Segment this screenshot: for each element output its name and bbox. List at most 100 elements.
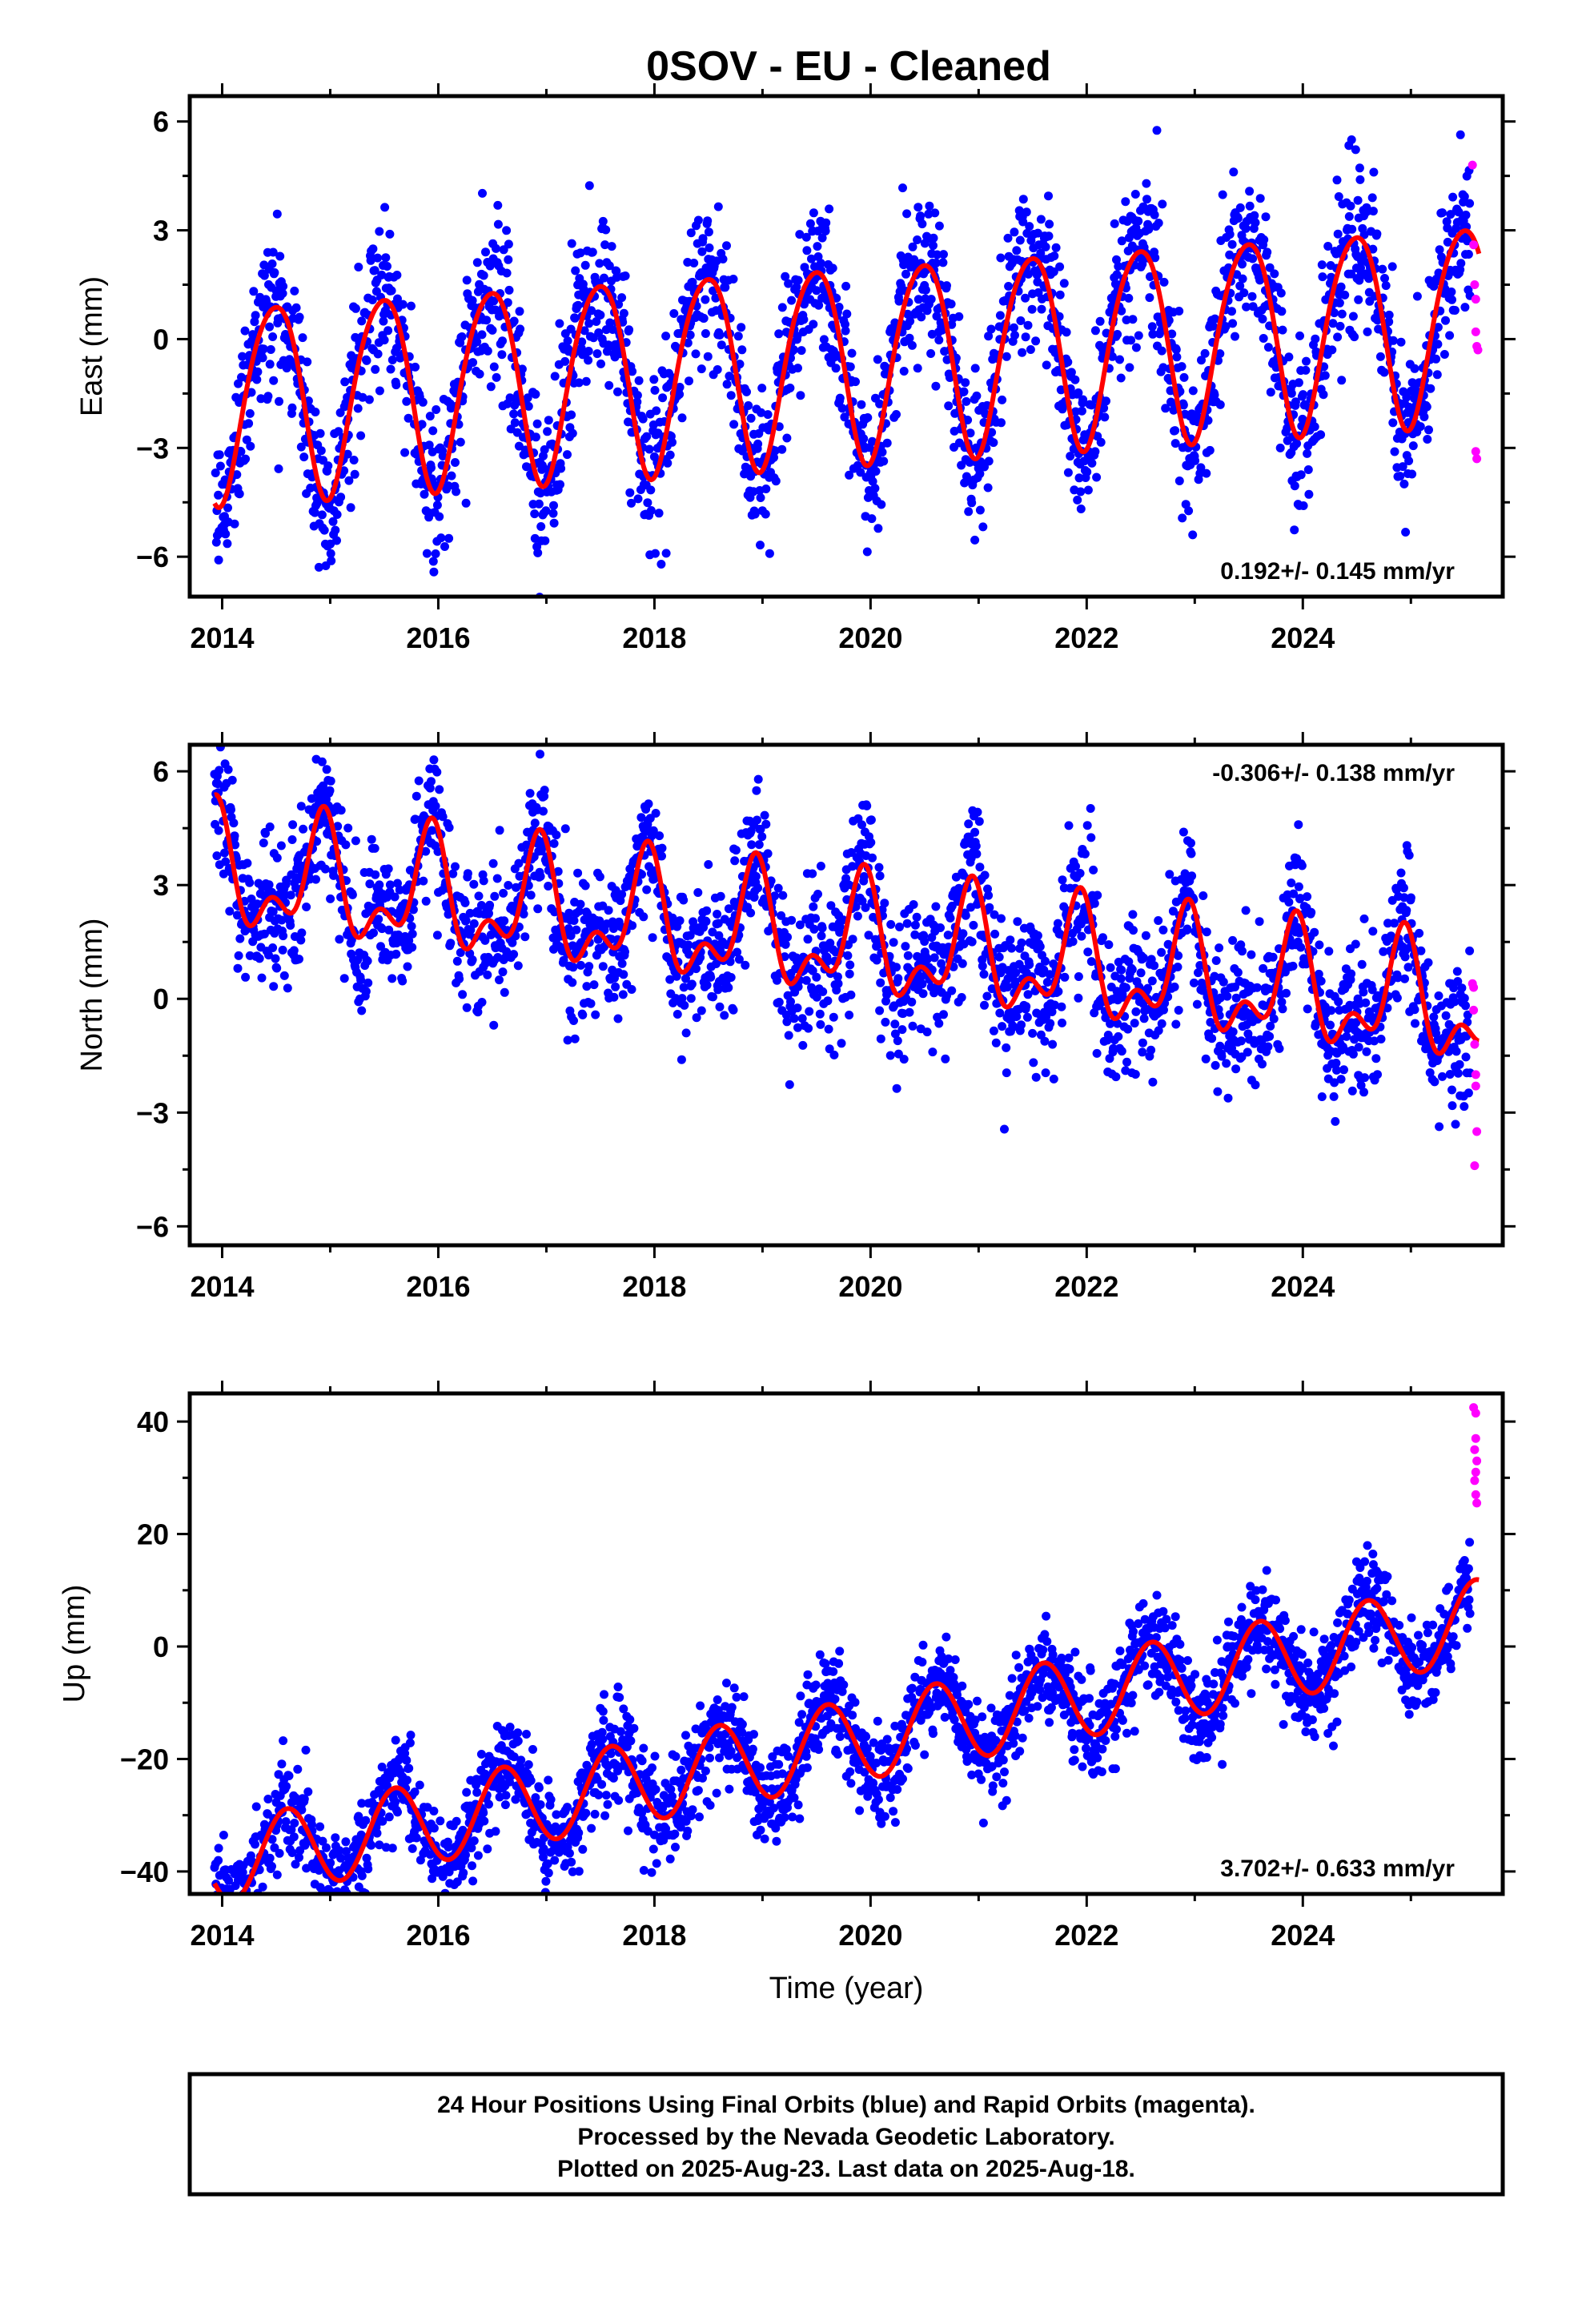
final-orbit-point [778,891,788,900]
final-orbit-point [530,818,540,828]
final-orbit-point [500,987,509,997]
final-orbit-point [483,970,492,979]
final-orbit-point [517,364,527,374]
final-orbit-point [458,990,468,999]
final-orbit-point [271,954,280,963]
final-orbit-point [361,987,371,996]
final-orbit-point [793,364,802,373]
final-orbit-point [627,498,636,508]
final-orbit-point [998,1022,1007,1031]
final-orbit-point [1381,281,1391,291]
final-orbit-point [985,903,994,912]
final-orbit-point [753,815,761,825]
final-orbit-point [646,506,656,515]
final-orbit-point [729,420,739,429]
final-orbit-point [757,384,767,393]
x-tick-label: 2014 [190,621,254,654]
final-orbit-point [812,992,821,1002]
final-orbit-point [672,971,681,981]
final-orbit-point [1400,952,1410,962]
final-orbit-point [1215,400,1225,409]
final-orbit-point [1124,293,1134,303]
final-orbit-point [1112,270,1122,279]
final-orbit-point [913,203,923,212]
final-orbit-point [1231,993,1241,1003]
final-orbit-point [1261,212,1271,222]
final-orbit-point [932,312,942,321]
final-orbit-point [555,319,564,328]
final-orbit-point [1332,1065,1341,1075]
final-orbit-point [1036,215,1046,224]
final-orbit-point [726,391,736,400]
final-orbit-point [1255,275,1265,285]
final-orbit-point [837,404,847,413]
final-orbit-point [1064,821,1074,830]
final-orbit-point [336,493,346,502]
final-orbit-point [962,396,971,406]
final-orbit-point [1010,331,1019,340]
final-orbit-point [484,909,493,919]
final-orbit-point [813,890,822,899]
final-orbit-point [1009,1022,1018,1031]
final-orbit-point [290,286,299,296]
final-orbit-point [1289,889,1299,899]
final-orbit-point [500,916,509,926]
final-orbit-point [1154,1026,1163,1035]
final-orbit-point [808,966,817,975]
final-orbit-point [711,293,721,303]
final-orbit-point [892,963,901,972]
final-orbit-point [757,408,766,417]
final-orbit-point [543,427,552,436]
final-orbit-point [1388,336,1398,345]
final-orbit-point [1287,879,1296,887]
final-orbit-point [530,509,540,519]
final-orbit-point [1021,293,1030,303]
final-orbit-point [889,938,898,947]
final-orbit-point [1139,1014,1149,1023]
final-orbit-point [821,227,830,235]
rapid-orbit-point [1470,1161,1480,1171]
final-orbit-point [1118,992,1127,1002]
final-orbit-point [954,312,964,321]
final-orbit-point [1142,195,1151,204]
final-orbit-point [566,324,576,334]
final-orbit-point [980,870,990,880]
final-orbit-point [485,900,495,910]
final-orbit-point [930,953,939,963]
final-orbit-point [341,840,351,850]
final-orbit-point [1076,487,1086,497]
final-orbit-point [1074,972,1083,981]
final-orbit-point [536,750,544,759]
final-orbit-point [777,444,787,454]
final-orbit-point [421,896,431,906]
final-orbit-point [1045,219,1054,229]
final-orbit-point [370,843,379,853]
final-orbit-point [875,399,885,408]
final-orbit-point [520,932,530,942]
final-orbit-point [793,275,803,285]
final-orbit-point [1071,407,1080,416]
final-orbit-point [1372,229,1382,239]
final-orbit-point [1359,914,1369,923]
final-orbit-point [1025,222,1034,231]
final-orbit-point [238,352,247,361]
final-orbit-point [825,939,835,948]
x-tick-label: 2016 [406,621,470,654]
final-orbit-point [1442,217,1452,227]
final-orbit-point [892,1084,901,1093]
final-orbit-point [431,549,440,558]
final-orbit-point [596,310,605,320]
final-orbit-point [619,308,628,318]
final-orbit-point [617,959,627,968]
final-orbit-point [235,398,244,407]
final-orbit-point [733,947,742,957]
final-orbit-point [1383,919,1392,928]
final-orbit-point [1390,919,1399,928]
final-orbit-point [978,522,988,532]
final-orbit-point [1373,1070,1382,1080]
final-orbit-point [580,292,588,302]
final-orbit-point [866,815,876,825]
x-tick-label: 2018 [622,1270,686,1303]
final-orbit-point [1161,404,1170,413]
final-orbit-point [620,947,629,956]
